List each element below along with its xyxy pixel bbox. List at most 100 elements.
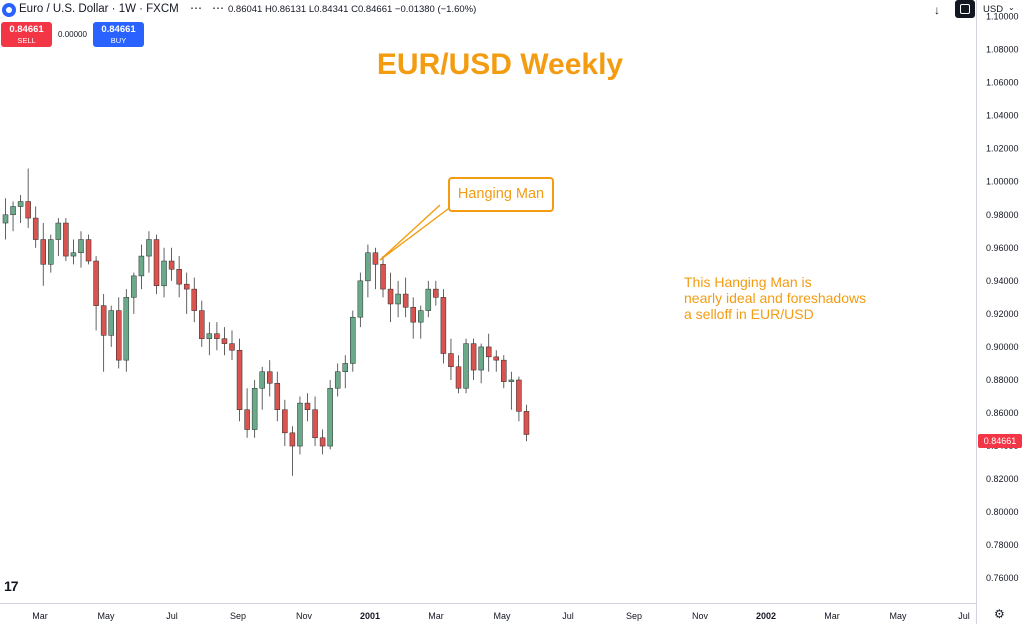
candle[interactable] (402, 277, 409, 318)
sell-button[interactable]: 0.84661 SELL (1, 22, 52, 47)
candle[interactable] (380, 256, 386, 298)
candle[interactable] (199, 300, 205, 347)
candle[interactable] (108, 305, 114, 347)
screen-icon[interactable] (955, 0, 975, 18)
candle[interactable] (440, 289, 447, 364)
candle[interactable] (508, 371, 515, 410)
candle[interactable] (244, 388, 250, 438)
candle-body (70, 252, 77, 257)
candle[interactable] (350, 310, 356, 372)
candle[interactable] (470, 338, 477, 380)
candle[interactable] (206, 322, 213, 356)
candle[interactable] (267, 360, 273, 397)
candle[interactable] (138, 244, 145, 290)
candle[interactable] (259, 366, 265, 410)
spread-value: 0.00000 (58, 30, 87, 39)
price-tick-label: 1.00000 (986, 177, 1019, 187)
candle[interactable] (365, 244, 371, 298)
candle[interactable] (93, 256, 99, 331)
time-axis[interactable]: Mar May Jul Sep Nov 2001 Mar May Jul Sep Nov 2002 Ma… (0, 603, 976, 625)
candle[interactable] (70, 239, 77, 265)
candle[interactable] (40, 223, 46, 286)
candle[interactable] (274, 371, 281, 422)
candle[interactable] (319, 429, 326, 455)
candle[interactable] (161, 247, 167, 298)
candle[interactable] (501, 355, 507, 389)
candle[interactable] (342, 355, 348, 389)
candle[interactable] (17, 194, 24, 224)
candle[interactable] (221, 327, 228, 356)
time-tick-label: May (97, 611, 115, 621)
candle[interactable] (48, 234, 54, 273)
candle[interactable] (455, 355, 462, 394)
symbol-title[interactable]: Euro / U.S. Dollar · 1W · FXCM (19, 3, 179, 15)
candle[interactable] (168, 247, 175, 281)
candle[interactable] (410, 297, 416, 339)
candle[interactable] (146, 231, 152, 273)
candle[interactable] (229, 330, 235, 361)
down-arrow-icon[interactable]: ↓ (934, 3, 940, 17)
currency-selector[interactable]: USD (983, 4, 1004, 15)
dots-icon[interactable]: ⋯ (190, 1, 202, 15)
candle-body (48, 239, 54, 265)
candle[interactable] (327, 379, 333, 450)
candle[interactable] (433, 280, 439, 306)
candle[interactable] (372, 247, 379, 290)
candle[interactable] (63, 218, 69, 262)
candle-body (463, 343, 469, 389)
candle[interactable] (10, 201, 16, 232)
candle[interactable] (116, 297, 122, 369)
candle[interactable] (297, 396, 303, 455)
candle[interactable] (282, 399, 288, 447)
gear-icon[interactable]: ⚙ (994, 607, 1005, 621)
candle[interactable] (463, 338, 469, 394)
candle[interactable] (251, 379, 258, 438)
chevron-down-icon[interactable]: ⌄ (1008, 3, 1015, 12)
candle[interactable] (25, 168, 31, 228)
candle[interactable] (387, 272, 394, 323)
candle[interactable] (153, 234, 160, 295)
candle[interactable] (478, 343, 484, 384)
candle[interactable] (85, 234, 92, 265)
time-tick-label: Mar (32, 611, 48, 621)
dots-icon[interactable]: ⋯ (212, 1, 224, 15)
candle[interactable] (191, 277, 197, 323)
candle[interactable] (516, 376, 522, 422)
price-axis[interactable]: 1.10000 1.08000 1.06000 1.04000 1.02000 1.000… (976, 0, 1024, 624)
price-tick-label: 0.92000 (986, 309, 1019, 319)
candle-body (312, 409, 318, 439)
price-tick-label: 0.82000 (986, 474, 1019, 484)
time-tick-label: May (889, 611, 907, 621)
candle[interactable] (183, 272, 190, 314)
candle[interactable] (214, 322, 220, 351)
buy-button[interactable]: 0.84661 BUY (93, 22, 144, 47)
candle[interactable] (2, 198, 9, 240)
candle[interactable] (448, 338, 454, 380)
candle[interactable] (123, 289, 130, 372)
candle[interactable] (523, 404, 530, 442)
euro-flag-icon (2, 3, 16, 17)
candle[interactable] (236, 338, 243, 422)
candle[interactable] (312, 396, 318, 447)
candle[interactable] (485, 333, 492, 372)
candle[interactable] (176, 256, 182, 298)
candle[interactable] (131, 272, 137, 314)
candle[interactable] (32, 206, 39, 248)
candle[interactable] (395, 280, 401, 318)
candle[interactable] (100, 294, 107, 372)
annotation-line: a selloff in EUR/USD (684, 306, 814, 322)
candle[interactable] (418, 305, 424, 339)
candle[interactable] (289, 426, 296, 476)
candle[interactable] (55, 218, 62, 257)
price-tick-label: 0.88000 (986, 375, 1019, 385)
candle[interactable] (357, 272, 364, 328)
candle[interactable] (425, 280, 432, 318)
candle[interactable] (334, 363, 341, 397)
candle[interactable] (304, 393, 311, 422)
time-tick-label: May (493, 611, 511, 621)
candlestick-chart[interactable] (0, 0, 976, 603)
candle[interactable] (78, 231, 84, 268)
candle-body (108, 310, 114, 336)
candle[interactable] (493, 350, 499, 372)
candle-body (10, 206, 16, 216)
